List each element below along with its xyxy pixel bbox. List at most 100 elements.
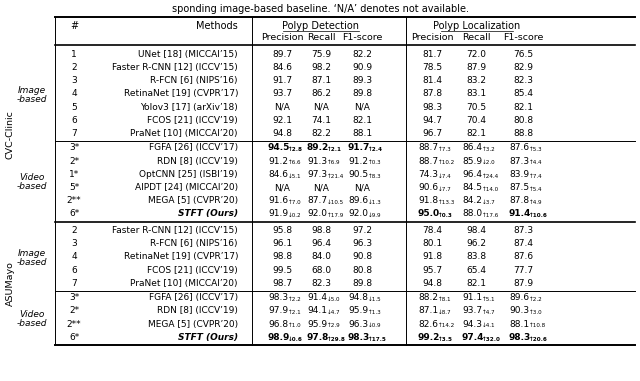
Text: 98.9: 98.9 bbox=[268, 333, 290, 342]
Text: ↑1.3: ↑1.3 bbox=[368, 310, 381, 315]
Text: ↑2.1: ↑2.1 bbox=[288, 310, 301, 315]
Text: 97.2: 97.2 bbox=[352, 226, 372, 235]
Text: 96.1: 96.1 bbox=[272, 239, 292, 248]
Text: 97.8: 97.8 bbox=[307, 333, 329, 342]
Text: #: # bbox=[70, 21, 78, 31]
Text: 84.6: 84.6 bbox=[269, 170, 289, 179]
Text: 89.6: 89.6 bbox=[509, 293, 529, 302]
Text: Faster R-CNN [12] (ICCV’15): Faster R-CNN [12] (ICCV’15) bbox=[112, 226, 238, 235]
Text: ↑24.4: ↑24.4 bbox=[482, 174, 499, 179]
Text: 88.0: 88.0 bbox=[463, 210, 483, 218]
Text: 90.9: 90.9 bbox=[352, 63, 372, 72]
Text: ↑8.3: ↑8.3 bbox=[368, 174, 381, 179]
Text: ↓5.0: ↓5.0 bbox=[327, 297, 340, 302]
Text: 90.6: 90.6 bbox=[419, 183, 438, 192]
Text: 2*: 2* bbox=[69, 157, 79, 166]
Text: 87.7: 87.7 bbox=[307, 196, 328, 205]
Text: 86.2: 86.2 bbox=[311, 89, 331, 98]
Text: STFT (Ours): STFT (Ours) bbox=[178, 333, 238, 342]
Text: 1*: 1* bbox=[69, 170, 79, 179]
Text: ↓4.7: ↓4.7 bbox=[327, 310, 340, 315]
Text: 2: 2 bbox=[71, 63, 77, 72]
Text: 91.4: 91.4 bbox=[508, 210, 531, 218]
Text: ↑32.0: ↑32.0 bbox=[482, 337, 501, 342]
Text: Yolov3 [17] (arXiv’18): Yolov3 [17] (arXiv’18) bbox=[140, 102, 238, 112]
Text: 4: 4 bbox=[71, 252, 77, 261]
Text: ↓7.7: ↓7.7 bbox=[438, 187, 452, 192]
Text: ↓1.3: ↓1.3 bbox=[368, 200, 381, 205]
Text: 91.7: 91.7 bbox=[348, 144, 370, 152]
Text: ↑0.3: ↑0.3 bbox=[438, 213, 453, 218]
Text: 84.0: 84.0 bbox=[311, 252, 331, 261]
Text: 82.1: 82.1 bbox=[466, 129, 486, 138]
Text: 68.0: 68.0 bbox=[311, 266, 331, 275]
Text: OptCNN [25] (ISBI’19): OptCNN [25] (ISBI’19) bbox=[140, 170, 238, 179]
Text: 81.7: 81.7 bbox=[422, 50, 442, 59]
Text: -based: -based bbox=[17, 182, 47, 192]
Text: ↑1.0: ↑1.0 bbox=[288, 323, 301, 328]
Text: 89.8: 89.8 bbox=[352, 279, 372, 288]
Text: RDN [8] (ICCV’19): RDN [8] (ICCV’19) bbox=[157, 157, 238, 166]
Text: 80.8: 80.8 bbox=[513, 116, 533, 125]
Text: 2**: 2** bbox=[67, 320, 81, 329]
Text: 87.1: 87.1 bbox=[419, 306, 438, 315]
Text: 88.1: 88.1 bbox=[352, 129, 372, 138]
Text: 87.3: 87.3 bbox=[509, 157, 529, 166]
Text: 90.3: 90.3 bbox=[509, 306, 529, 315]
Text: ↑7.4: ↑7.4 bbox=[529, 174, 543, 179]
Text: ↑5.3: ↑5.3 bbox=[529, 147, 543, 152]
Text: 89.3: 89.3 bbox=[352, 76, 372, 85]
Text: Faster R-CNN [12] (ICCV’15): Faster R-CNN [12] (ICCV’15) bbox=[112, 63, 238, 72]
Text: 87.1: 87.1 bbox=[311, 76, 331, 85]
Text: 95.9: 95.9 bbox=[307, 320, 328, 329]
Text: CVC-Clinic: CVC-Clinic bbox=[6, 110, 15, 158]
Text: 98.3: 98.3 bbox=[422, 102, 442, 112]
Text: ↑14.0: ↑14.0 bbox=[482, 187, 499, 192]
Text: 91.4: 91.4 bbox=[307, 293, 328, 302]
Text: N/A: N/A bbox=[274, 102, 290, 112]
Text: 82.3: 82.3 bbox=[513, 76, 533, 85]
Text: 85.9: 85.9 bbox=[463, 157, 483, 166]
Text: N/A: N/A bbox=[313, 183, 329, 192]
Text: 94.8: 94.8 bbox=[349, 293, 369, 302]
Text: 98.2: 98.2 bbox=[311, 63, 331, 72]
Text: ↓9.9: ↓9.9 bbox=[368, 213, 381, 218]
Text: 87.4: 87.4 bbox=[513, 239, 533, 248]
Text: 97.3: 97.3 bbox=[307, 170, 328, 179]
Text: Methods: Methods bbox=[196, 21, 238, 31]
Text: 87.9: 87.9 bbox=[513, 279, 533, 288]
Text: 88.1: 88.1 bbox=[509, 320, 529, 329]
Text: Precision: Precision bbox=[411, 32, 453, 42]
Text: 74.1: 74.1 bbox=[311, 116, 331, 125]
Text: 94.8: 94.8 bbox=[272, 129, 292, 138]
Text: 96.2: 96.2 bbox=[466, 239, 486, 248]
Text: ASUMayo: ASUMayo bbox=[6, 261, 15, 306]
Text: 98.3: 98.3 bbox=[348, 333, 370, 342]
Text: 91.2: 91.2 bbox=[349, 157, 369, 166]
Text: ↑4.4: ↑4.4 bbox=[529, 160, 543, 165]
Text: 91.2: 91.2 bbox=[269, 157, 289, 166]
Text: 7: 7 bbox=[71, 129, 77, 138]
Text: 93.7: 93.7 bbox=[272, 89, 292, 98]
Text: 92.1: 92.1 bbox=[272, 116, 292, 125]
Text: 85.4: 85.4 bbox=[513, 89, 533, 98]
Text: 72.0: 72.0 bbox=[466, 50, 486, 59]
Text: 91.8: 91.8 bbox=[422, 252, 442, 261]
Text: ↓10.5: ↓10.5 bbox=[327, 200, 344, 205]
Text: 91.3: 91.3 bbox=[307, 157, 328, 166]
Text: 96.8: 96.8 bbox=[268, 320, 289, 329]
Text: ↑2.4: ↑2.4 bbox=[368, 147, 383, 152]
Text: 89.7: 89.7 bbox=[272, 50, 292, 59]
Text: ↑2.1: ↑2.1 bbox=[327, 147, 342, 152]
Text: 99.5: 99.5 bbox=[272, 266, 292, 275]
Text: 6: 6 bbox=[71, 266, 77, 275]
Text: ↑4.7: ↑4.7 bbox=[482, 310, 495, 315]
Text: 98.7: 98.7 bbox=[272, 279, 292, 288]
Text: 96.4: 96.4 bbox=[463, 170, 483, 179]
Text: 92.0: 92.0 bbox=[307, 210, 328, 218]
Text: 6*: 6* bbox=[69, 210, 79, 218]
Text: 87.3: 87.3 bbox=[513, 226, 533, 235]
Text: ↑10.2: ↑10.2 bbox=[438, 160, 455, 165]
Text: 78.4: 78.4 bbox=[422, 226, 442, 235]
Text: 84.2: 84.2 bbox=[463, 196, 483, 205]
